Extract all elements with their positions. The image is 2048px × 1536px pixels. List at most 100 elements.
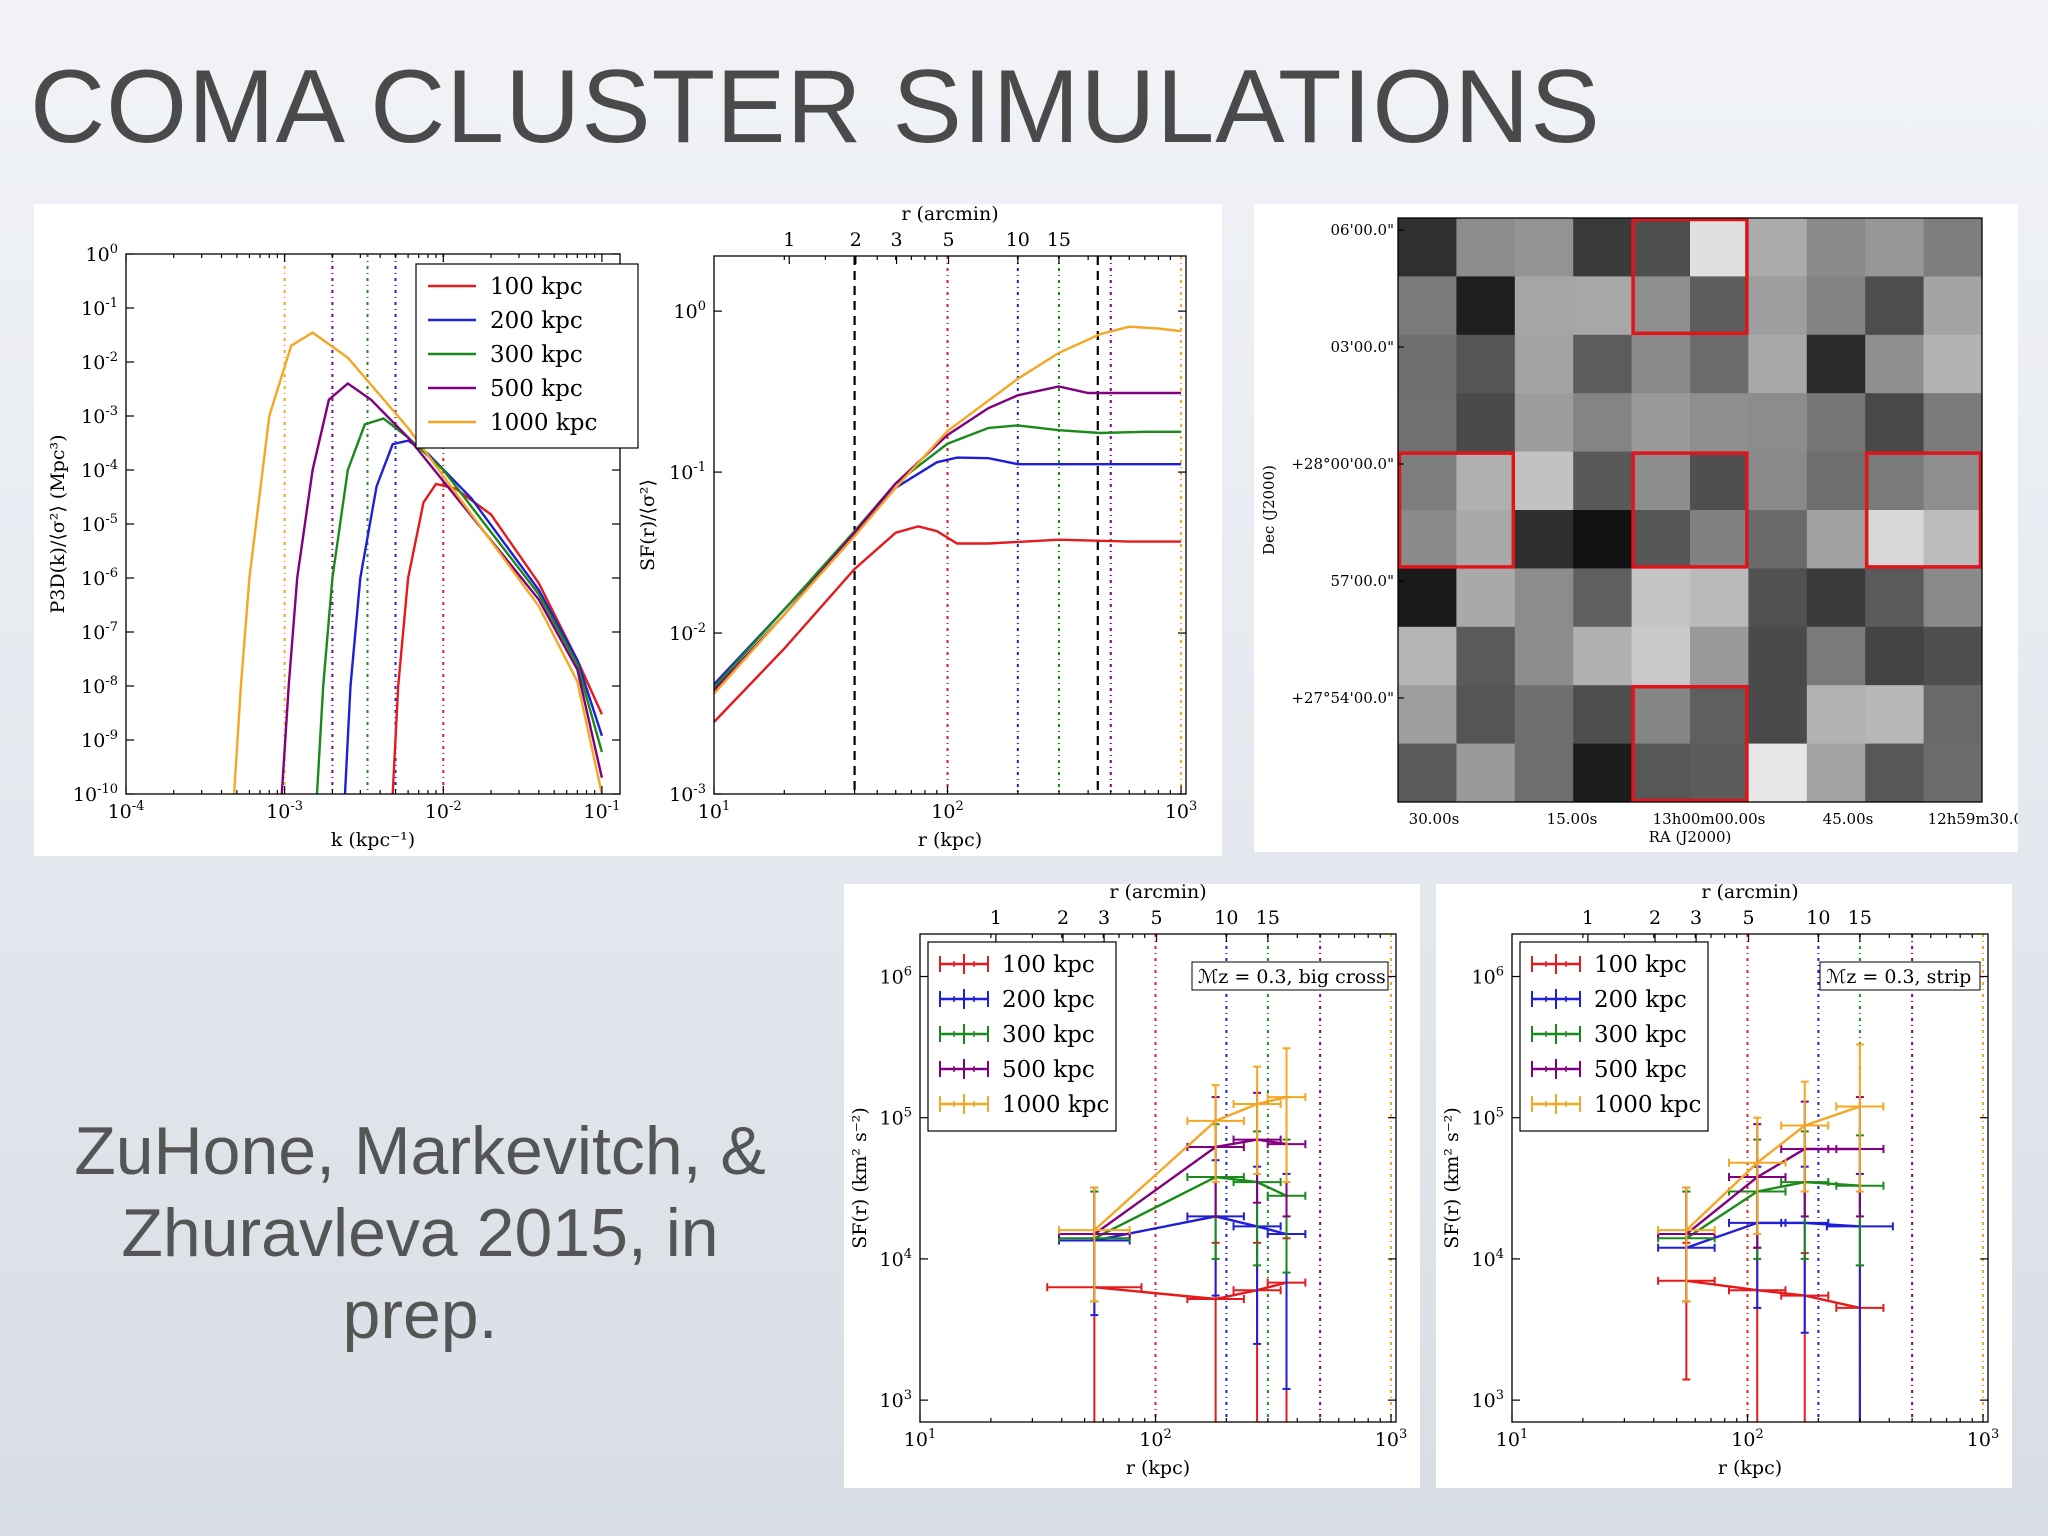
map-pixel [1398, 451, 1457, 511]
legend-label: 1000 kpc [1002, 1092, 1109, 1118]
map-pixel [1514, 626, 1574, 686]
x2-tick-label: 3 [1098, 907, 1110, 929]
sky-map-figure: 06'00.0" 03'00.0" +28°00'00.0" 57'00.0" +27°… [1260, 217, 2018, 846]
y-tick-label: 10-9 [81, 728, 118, 752]
y-tick-label: 10-2 [81, 350, 118, 374]
map-pixel [1690, 451, 1749, 511]
map-pixel [1398, 743, 1457, 803]
map-pixel [1631, 334, 1691, 394]
map-pixel [1690, 276, 1749, 336]
annotation-text: ℳz = 0.3, big cross [1198, 966, 1386, 988]
axes-frame [713, 255, 1187, 795]
legend-label: 500 kpc [1002, 1057, 1095, 1083]
series-line-100-kpc [1686, 1279, 1861, 1310]
legend-label: 200 kpc [1002, 987, 1095, 1013]
x-tick-label: 10-4 [108, 799, 145, 823]
region-box [1631, 684, 1749, 803]
map-pixel [1923, 743, 1983, 803]
x2-tick-label: 1 [1582, 907, 1594, 929]
map-pixel [1690, 510, 1749, 569]
y-tick-label: 106 [880, 965, 912, 989]
axes-frame [1397, 217, 1983, 803]
x2-tick-label: 5 [1150, 907, 1162, 929]
series-line-200-kpc [1094, 1215, 1287, 1242]
map-pixel [1690, 685, 1749, 745]
y-tick-label: 105 [1472, 1106, 1504, 1130]
map-pixel [1865, 685, 1925, 745]
map-pixel [1748, 626, 1808, 686]
y-tick-label: 106 [1472, 965, 1504, 989]
x2-tick-label: 2 [850, 229, 862, 251]
x2-tick-label: 2 [1649, 907, 1661, 929]
citation-line-2: Zhuravleva 2015, in prep. [121, 1195, 719, 1353]
annotation-box [1191, 961, 1389, 991]
strip-figure: 101 102 103 106 105 104 103 1 2 3 5 10 15 r (arcmin) r… [1441, 884, 1999, 1479]
series-line-300-kpc [713, 424, 1182, 689]
map-pixel [1631, 276, 1691, 336]
map-pixel [1923, 451, 1983, 511]
map-pixel [1806, 451, 1866, 511]
x-tick-label: 45.00s [1823, 810, 1874, 828]
map-pixel [1398, 276, 1457, 336]
big-cross-figure: 101 102 103 106 105 104 103 1 2 3 5 10 15 r (arcmin) r… [849, 884, 1407, 1479]
x2-tick-label: 5 [1742, 907, 1754, 929]
map-pixel [1631, 393, 1691, 453]
x-tick-label: 102 [931, 799, 963, 823]
map-pixel [1398, 334, 1457, 394]
map-pixel [1748, 510, 1808, 569]
annotation-box [1819, 961, 1981, 991]
map-pixel [1865, 451, 1925, 511]
y-tick-label: 10-3 [669, 782, 706, 806]
y-tick-label: 105 [880, 1106, 912, 1130]
x2-tick-label: 15 [1047, 229, 1071, 251]
y-tick-label: 10-6 [81, 566, 118, 590]
legend-label: 500 kpc [1594, 1057, 1687, 1083]
map-pixel [1806, 626, 1866, 686]
big-cross-panel: 101 102 103 106 105 104 103 1 2 3 5 10 15 r (arcmin) r… [844, 884, 1420, 1488]
y-tick-label: 06'00.0" [1330, 221, 1394, 239]
map-pixel [1806, 276, 1866, 336]
map-pixel [1690, 743, 1749, 803]
x-tick-label: 10-2 [425, 799, 462, 823]
map-pixel [1748, 568, 1808, 628]
x-tick-label: 30.00s [1409, 810, 1460, 828]
map-pixel [1514, 393, 1574, 453]
map-pixel [1398, 218, 1457, 277]
y-axis-label: SF(r) (km² s⁻²) [849, 1107, 871, 1249]
series-line-300-kpc [1685, 1180, 1860, 1240]
x2-tick-label: 15 [1256, 907, 1280, 929]
x-tick-label: 12h59m30.00s [1928, 810, 2018, 828]
x2-tick-label: 15 [1848, 907, 1872, 929]
map-pixel [1923, 510, 1983, 569]
legend-label: 100 kpc [490, 274, 583, 300]
map-pixel [1573, 685, 1633, 745]
map-pixel [1923, 685, 1983, 745]
legend-label: 300 kpc [1002, 1022, 1095, 1048]
x2-tick-label: 1 [990, 907, 1002, 929]
region-box [1397, 451, 1516, 569]
map-pixel [1514, 334, 1574, 394]
x-tick-label: 102 [1139, 1427, 1171, 1451]
series-line-1000-kpc [713, 325, 1182, 695]
plot-sf_model: 101 102 103 100 10-1 10-2 10-3 1 2 3 5 10 15 r (arcmi… [637, 204, 1197, 851]
map-pixel [1865, 218, 1925, 277]
y-tick-label: +27°54'00.0" [1291, 689, 1394, 707]
citation: ZuHone, Markevitch, & Zhuravleva 2015, i… [40, 1110, 800, 1356]
map-pixel [1573, 451, 1633, 511]
legend-box [927, 941, 1117, 1132]
x-tick-label: 101 [1496, 1427, 1528, 1451]
map-pixel [1865, 626, 1925, 686]
map-pixel [1690, 218, 1749, 277]
plot-sf_strip: 101 102 103 106 105 104 103 1 2 3 5 10 15 r (arcmin) r… [1441, 884, 1999, 1479]
plot-sky_map: 06'00.0" 03'00.0" +28°00'00.0" 57'00.0" +27°… [1260, 217, 2018, 846]
y-tick-label: 10-1 [81, 296, 118, 320]
series-line-500-kpc [1093, 1138, 1287, 1236]
series-line-300-kpc [315, 417, 604, 795]
x2-tick-label: 10 [1806, 907, 1830, 929]
map-pixel [1514, 743, 1574, 803]
y-axis-label: P3D(k)/⟨σ²⟩ (Mpc³) [47, 435, 69, 614]
map-pixel [1456, 334, 1516, 394]
y-tick-label: 104 [880, 1247, 912, 1271]
map-pixel [1573, 568, 1633, 628]
map-pixel [1748, 743, 1808, 803]
